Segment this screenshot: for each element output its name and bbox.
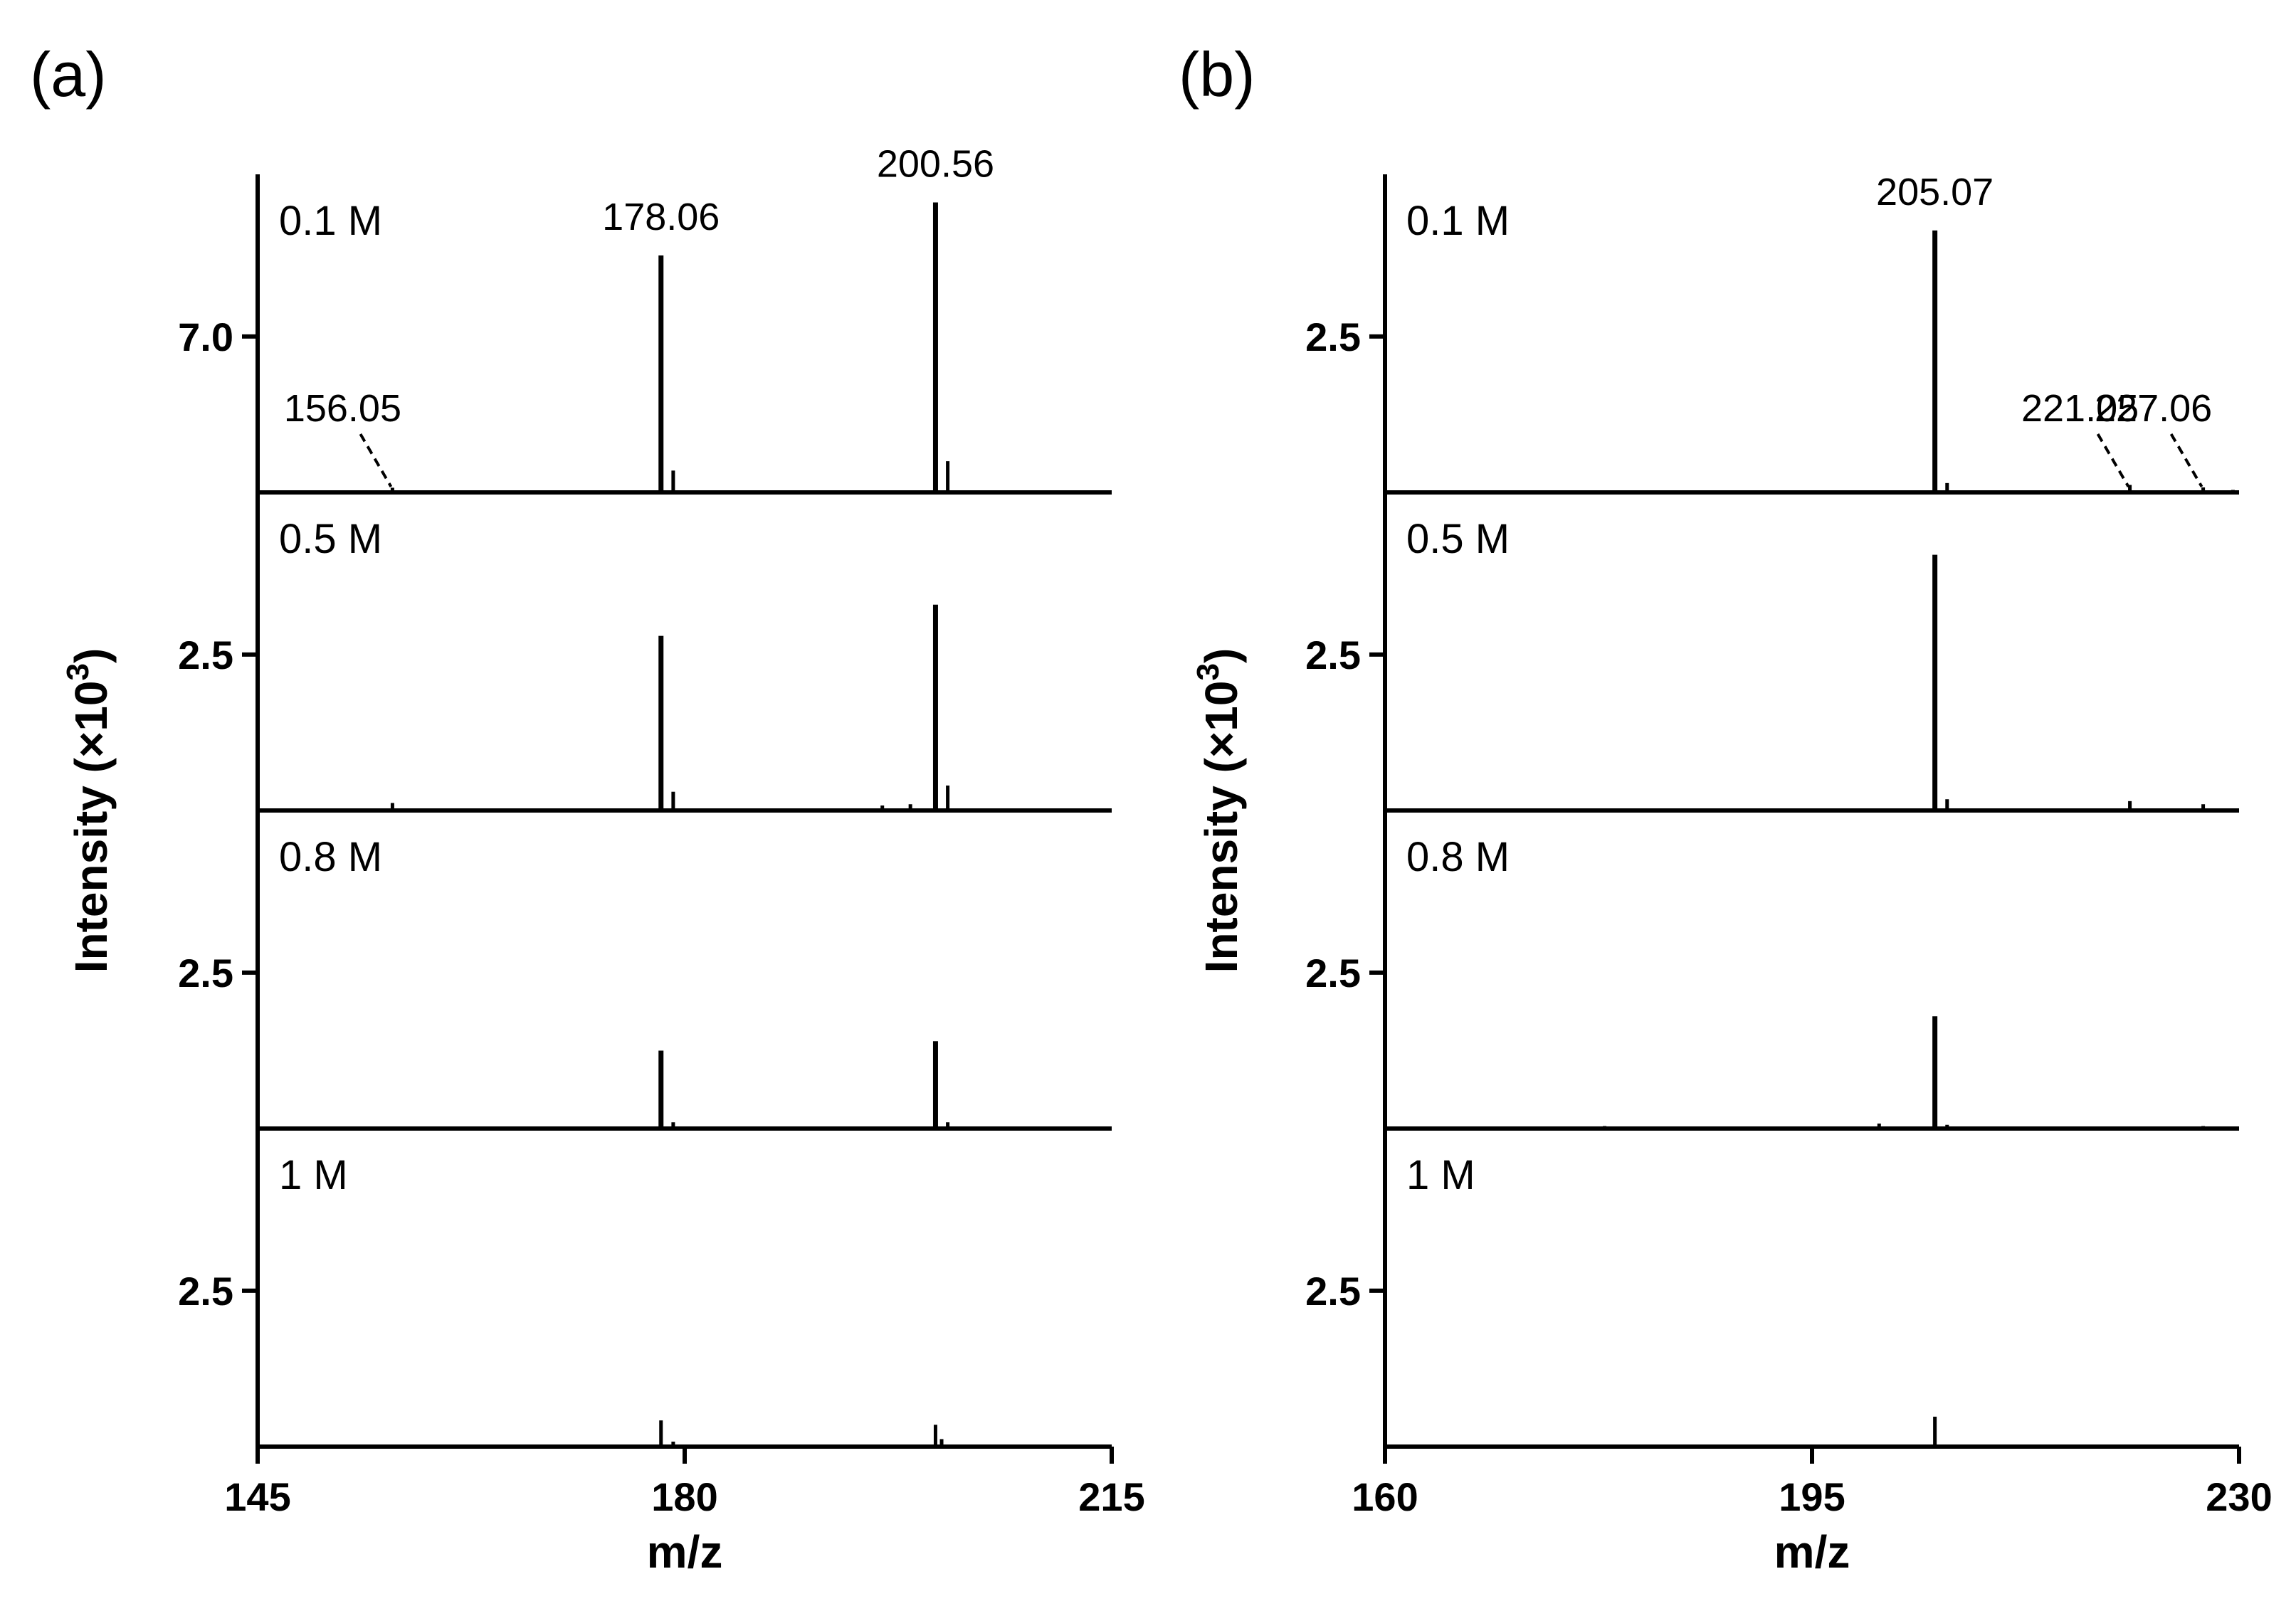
y-axis-title-text: Intensity (×10 bbox=[65, 680, 117, 973]
y-tick-label: 2.5 bbox=[178, 951, 233, 995]
condition-label: 0.8 M bbox=[279, 834, 382, 880]
x-tick-label: 145 bbox=[224, 1474, 290, 1519]
peak-label: 227.06 bbox=[2095, 387, 2212, 430]
peak-label: 200.56 bbox=[877, 142, 994, 185]
x-axis-title: m/z bbox=[1774, 1526, 1850, 1578]
x-tick-label: 195 bbox=[1779, 1474, 1845, 1519]
peak-label: 156.05 bbox=[284, 387, 401, 430]
y-axis-title-close: ) bbox=[65, 648, 117, 663]
x-tick-label: 230 bbox=[2206, 1474, 2272, 1519]
peak-label: 178.06 bbox=[602, 196, 720, 238]
y-tick-label: 2.5 bbox=[178, 1269, 233, 1314]
peak-leader-line bbox=[2169, 433, 2203, 488]
y-axis-title-text: Intensity (×10 bbox=[1196, 680, 1247, 973]
y-tick-label: 2.5 bbox=[1305, 633, 1361, 677]
condition-label: 0.8 M bbox=[1406, 834, 1510, 880]
y-tick-label: 2.5 bbox=[1305, 1269, 1361, 1314]
condition-label: 0.5 M bbox=[279, 516, 382, 562]
panel-label: (a) bbox=[30, 39, 107, 110]
x-tick-label: 215 bbox=[1078, 1474, 1144, 1519]
spectrum-0-1-m: 0.1 M 7.0 156.05 178.06 200.56 bbox=[178, 142, 1112, 495]
y-axis-title-close: ) bbox=[1196, 648, 1247, 663]
panel-label: (b) bbox=[1179, 39, 1255, 110]
y-tick-label: 7.0 bbox=[178, 315, 233, 359]
peak-leader-line bbox=[359, 433, 393, 488]
y-axis-title: Intensity (×103) bbox=[1191, 648, 1247, 973]
peak-label: 221.05 bbox=[2021, 387, 2139, 430]
y-axis-title: Intensity (×103) bbox=[60, 648, 117, 973]
y-tick-label: 2.5 bbox=[178, 633, 233, 677]
x-tick-label: 160 bbox=[1352, 1474, 1418, 1519]
peak-leader-line bbox=[2096, 433, 2130, 488]
condition-label: 0.5 M bbox=[1406, 516, 1510, 562]
condition-label: 1 M bbox=[1406, 1152, 1475, 1198]
spectrum-0-5-m: 0.5 M 2.5 bbox=[178, 516, 1112, 813]
y-tick-label: 2.5 bbox=[1305, 315, 1361, 359]
x-tick-label: 180 bbox=[651, 1474, 717, 1519]
y-axis-title-exponent: 3 bbox=[1191, 663, 1226, 680]
spectrum-0-8-m: 0.8 M 2.5 bbox=[1305, 834, 2239, 1131]
condition-label: 0.1 M bbox=[1406, 198, 1510, 244]
spectrum-0-5-m: 0.5 M 2.5 bbox=[1305, 516, 2239, 813]
condition-label: 1 M bbox=[279, 1152, 348, 1198]
spectrum-0-8-m: 0.8 M 2.5 bbox=[178, 834, 1112, 1131]
condition-label: 0.1 M bbox=[279, 198, 382, 244]
y-axis-title-exponent: 3 bbox=[60, 663, 95, 680]
peak-label: 205.07 bbox=[1876, 171, 1994, 213]
x-axis-title: m/z bbox=[647, 1526, 723, 1578]
y-tick-label: 2.5 bbox=[1305, 951, 1361, 995]
